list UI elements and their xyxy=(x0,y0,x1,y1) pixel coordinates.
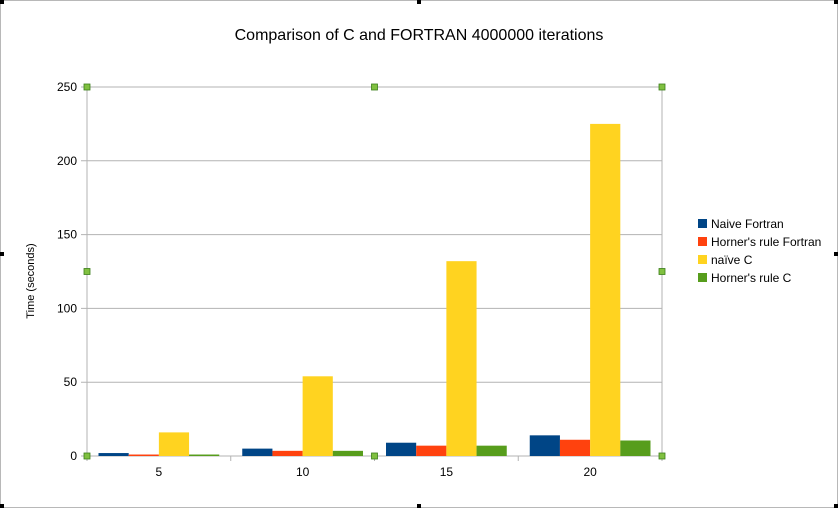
bar xyxy=(416,445,447,456)
y-tick-label: 100 xyxy=(57,301,77,315)
bar xyxy=(620,440,651,456)
selection-handle[interactable] xyxy=(658,268,666,275)
frame-handle[interactable] xyxy=(834,0,838,4)
legend: Naive Fortran Horner's rule Fortran naïve … xyxy=(698,217,821,285)
frame-handle[interactable] xyxy=(834,504,838,508)
bar xyxy=(128,454,159,456)
x-tick-label: 20 xyxy=(583,465,597,479)
x-tick-label: 10 xyxy=(296,465,310,479)
x-tick-labels: 5 10 15 20 xyxy=(156,465,598,479)
y-tick-label: 50 xyxy=(64,375,78,389)
chart-title: Comparison of C and FORTRAN 4000000 iter… xyxy=(235,27,604,44)
legend-swatch xyxy=(698,255,707,264)
bar xyxy=(272,450,303,456)
selection-handles xyxy=(83,83,666,460)
y-tick-label: 0 xyxy=(70,449,77,463)
x-tick-label: 15 xyxy=(440,465,454,479)
bar xyxy=(476,445,507,456)
bar xyxy=(98,453,129,456)
bar xyxy=(242,448,273,456)
selection-handle[interactable] xyxy=(658,83,666,91)
legend-swatch xyxy=(698,219,707,228)
selection-handle[interactable] xyxy=(83,268,91,275)
bar xyxy=(302,376,333,456)
selection-handle[interactable] xyxy=(371,83,378,91)
x-tick-label: 5 xyxy=(156,465,163,479)
bar xyxy=(386,442,417,456)
legend-label: Naive Fortran xyxy=(711,217,784,231)
frame-handle[interactable] xyxy=(417,504,421,508)
plot-border xyxy=(86,86,663,457)
bar xyxy=(559,439,591,456)
selection-handle[interactable] xyxy=(83,452,91,460)
bar xyxy=(590,123,621,457)
bar xyxy=(189,454,220,456)
legend-swatch xyxy=(698,237,707,246)
frame-handle[interactable] xyxy=(417,0,421,4)
y-tick-labels: 0 50 100 150 200 250 xyxy=(57,80,77,463)
bar xyxy=(158,432,190,456)
y-tick-label: 250 xyxy=(57,80,77,94)
bar xyxy=(529,435,560,456)
bar xyxy=(446,261,477,456)
y-axis-label: Time (seconds) xyxy=(25,243,37,318)
bar xyxy=(332,450,363,456)
frame-handle[interactable] xyxy=(834,252,838,256)
legend-label: naïve C xyxy=(711,253,753,267)
y-tick-label: 200 xyxy=(57,154,77,168)
bars xyxy=(98,123,651,457)
y-tick-label: 150 xyxy=(57,228,77,242)
selection-handle[interactable] xyxy=(371,452,378,460)
selection-handle[interactable] xyxy=(658,452,666,460)
gridlines xyxy=(81,86,663,461)
plot-area xyxy=(86,86,663,457)
frame-handle[interactable] xyxy=(0,0,4,4)
legend-swatch xyxy=(698,273,707,282)
legend-label: Horner's rule Fortran xyxy=(711,235,821,249)
frame-handle[interactable] xyxy=(0,504,4,508)
selection-handle[interactable] xyxy=(83,83,91,91)
frame-handle[interactable] xyxy=(0,252,4,256)
legend-label: Horner's rule C xyxy=(711,271,792,285)
